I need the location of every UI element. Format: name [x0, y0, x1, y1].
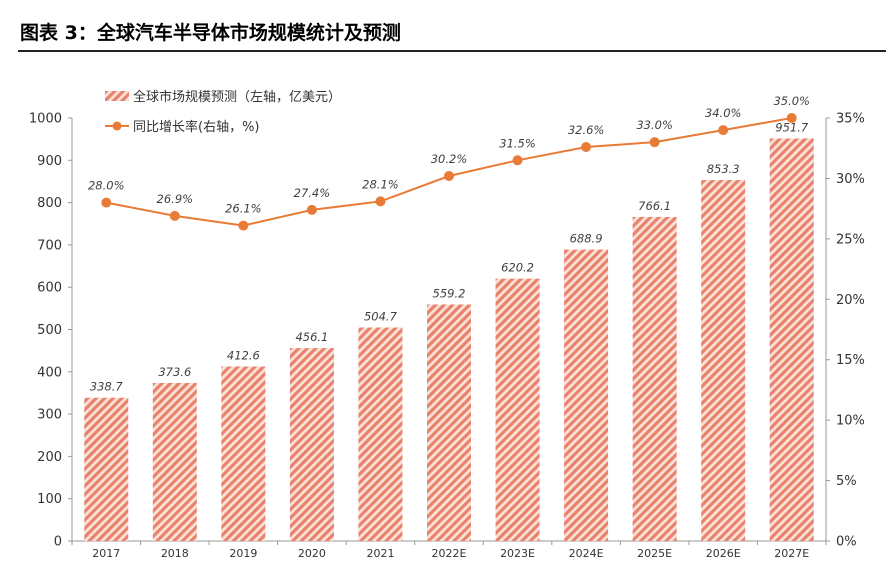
legend-bar-label: 全球市场规模预测（左轴，亿美元）	[133, 89, 341, 105]
title-divider	[18, 50, 886, 52]
y-right-tick-label: 30%	[836, 172, 865, 187]
bar-value-label: 559.2	[433, 286, 466, 300]
growth-point-2017	[101, 197, 112, 208]
x-tick-label: 2019	[229, 547, 257, 560]
chart-legend: 全球市场规模预测（左轴，亿美元） 同比增长率(右轴，%)	[105, 89, 341, 135]
growth-point-2021	[375, 196, 386, 207]
growth-value-label: 34.0%	[705, 106, 742, 120]
growth-value-label: 32.6%	[568, 123, 605, 137]
growth-point-2024E	[581, 142, 592, 153]
y-left-tick-label: 800	[37, 196, 62, 211]
legend-line-label: 同比增长率(右轴，%)	[133, 119, 260, 135]
y-left-tick-label: 600	[37, 281, 62, 296]
x-tick-label: 2022E	[432, 547, 467, 560]
bar-2020	[289, 348, 334, 541]
y-right-tick-label: 20%	[836, 293, 865, 308]
x-tick-label: 2025E	[637, 547, 672, 560]
y-right-tick-label: 5%	[836, 474, 857, 489]
growth-value-label: 35.0%	[773, 94, 810, 108]
growth-value-label: 30.2%	[431, 152, 468, 166]
bar-value-label: 338.7	[90, 380, 124, 394]
bar-2027E	[769, 138, 814, 541]
bar-2018	[152, 382, 197, 541]
bar-value-label: 456.1	[295, 330, 328, 344]
growth-value-label: 26.1%	[225, 202, 262, 216]
chart-title: 图表 3：全球汽车半导体市场规模统计及预测	[20, 22, 401, 44]
growth-point-2022E	[444, 171, 454, 182]
x-tick-label: 2020	[298, 547, 326, 560]
growth-point-2026E	[718, 125, 729, 136]
x-tick-label: 2017	[92, 547, 120, 560]
y-left-tick-label: 900	[37, 154, 62, 169]
bar-2022E	[427, 304, 471, 541]
bar-value-label: 620.2	[501, 261, 534, 275]
y-right-tick-label: 35%	[836, 112, 865, 127]
bar-value-label: 412.6	[227, 348, 260, 362]
bar-2026E	[701, 180, 746, 542]
growth-point-2019	[238, 220, 249, 231]
x-tick-label: 2023E	[500, 547, 535, 560]
growth-point-2025E	[649, 137, 660, 148]
bar-2025E	[632, 216, 677, 541]
x-tick-label: 2026E	[706, 547, 741, 560]
growth-point-2027E	[786, 113, 797, 123]
y-right-tick-label: 15%	[836, 353, 865, 368]
y-right-tick-label: 25%	[836, 232, 865, 247]
bar-2017	[84, 397, 129, 541]
y-left-tick-label: 100	[37, 492, 62, 507]
bar-2023E	[495, 278, 540, 541]
growth-point-2020	[306, 204, 317, 215]
y-right-tick-label: 10%	[836, 414, 865, 429]
growth-value-label: 26.9%	[157, 192, 194, 206]
bar-value-label: 504.7	[364, 310, 398, 324]
bar-value-label: 951.7	[775, 120, 809, 134]
bar-2019	[221, 366, 266, 541]
growth-point-2023E	[512, 155, 523, 166]
y-left-tick-label: 1000	[29, 112, 62, 127]
growth-value-label: 28.0%	[88, 179, 125, 193]
legend-bar-swatch	[105, 91, 129, 101]
x-tick-label: 2024E	[569, 547, 604, 560]
bar-value-label: 766.1	[638, 199, 671, 213]
x-tick-label: 2027E	[774, 547, 809, 560]
y-left-tick-label: 0	[54, 535, 62, 550]
x-tick-label: 2021	[366, 547, 394, 560]
y-left-tick-label: 700	[37, 238, 62, 253]
y-right-tick-label: 0%	[836, 535, 857, 550]
growth-value-label: 27.4%	[294, 186, 331, 200]
x-tick-label: 2018	[161, 547, 189, 560]
y-left-tick-label: 200	[37, 450, 62, 465]
y-left-tick-label: 400	[37, 365, 62, 380]
y-left-tick-label: 300	[37, 408, 62, 423]
bar-value-label: 853.3	[707, 162, 740, 176]
y-left-tick-label: 500	[37, 323, 62, 338]
growth-value-label: 33.0%	[636, 118, 673, 132]
growth-value-label: 31.5%	[499, 136, 536, 150]
bar-value-label: 688.9	[570, 232, 603, 246]
bar-2021	[358, 327, 403, 541]
growth-value-label: 28.1%	[362, 177, 399, 191]
bar-2024E	[564, 249, 609, 541]
bar-value-label: 373.6	[158, 365, 191, 379]
legend-line-marker	[112, 121, 122, 131]
growth-point-2018	[169, 210, 180, 221]
